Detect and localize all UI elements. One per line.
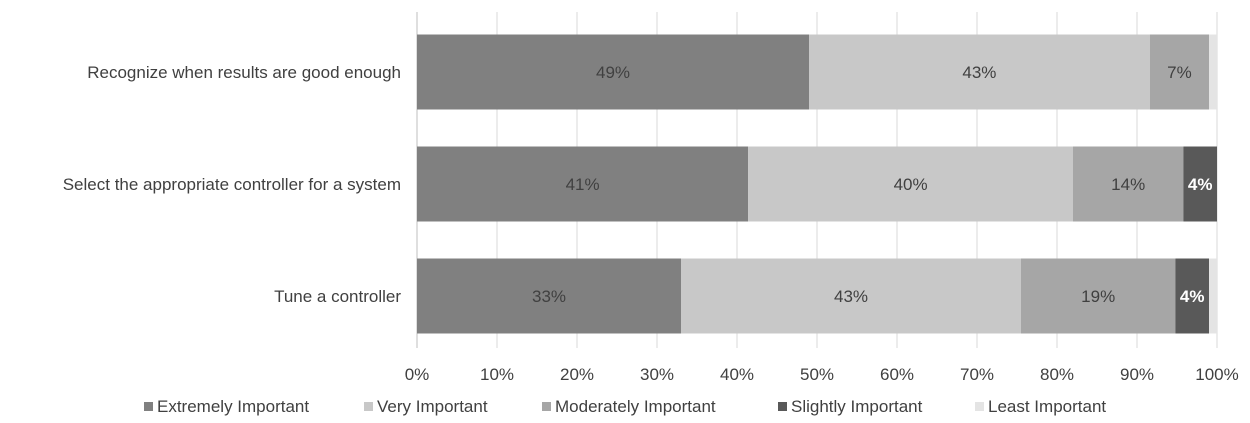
bar-segment	[1183, 146, 1217, 222]
bar-segment	[1149, 34, 1209, 110]
legend-swatch	[144, 402, 153, 411]
legend-swatch	[778, 402, 787, 411]
x-tick-label: 20%	[560, 365, 594, 384]
data-label: 14%	[1111, 175, 1145, 194]
legend: Extremely Important Very Important Moderat…	[144, 397, 1106, 416]
x-tick-label: 80%	[1040, 365, 1074, 384]
category-labels: Recognize when results are good enough Se…	[63, 63, 402, 306]
legend-label: Moderately Important	[555, 397, 716, 416]
data-label: 49%	[596, 63, 630, 82]
x-tick-label: 10%	[480, 365, 514, 384]
data-label: 4%	[1180, 287, 1205, 306]
x-tick-label: 90%	[1120, 365, 1154, 384]
data-label: 41%	[566, 175, 600, 194]
bar-segment	[417, 34, 809, 110]
bar-segment	[681, 258, 1021, 334]
x-tick-label: 60%	[880, 365, 914, 384]
legend-swatch	[975, 402, 984, 411]
bar-segment	[1209, 34, 1217, 110]
bar-segment	[1175, 258, 1209, 334]
x-tick-label: 40%	[720, 365, 754, 384]
bar-segment	[809, 34, 1150, 110]
x-tick-label: 0%	[405, 365, 430, 384]
legend-label: Least Important	[988, 397, 1106, 416]
x-axis-ticks: 0% 10% 20% 30% 40% 50% 60% 70% 80% 90% 100%	[405, 365, 1239, 384]
data-label: 7%	[1167, 63, 1192, 82]
legend-swatch	[542, 402, 551, 411]
bar-segment	[417, 146, 749, 222]
bar-segment	[1209, 258, 1217, 334]
data-label: 4%	[1188, 175, 1213, 194]
data-label: 43%	[834, 287, 868, 306]
data-label: 33%	[532, 287, 566, 306]
bar-segment	[1073, 146, 1184, 222]
legend-label: Extremely Important	[157, 397, 309, 416]
data-label: 43%	[962, 63, 996, 82]
x-tick-label: 70%	[960, 365, 994, 384]
x-tick-label: 30%	[640, 365, 674, 384]
legend-label: Very Important	[377, 397, 488, 416]
x-tick-label: 50%	[800, 365, 834, 384]
bar-segment	[748, 146, 1073, 222]
category-label: Select the appropriate controller for a …	[63, 175, 401, 194]
bars: 49% 43% 7% 41% 40% 14% 4% 33% 43% 19% 4%	[417, 34, 1217, 334]
legend-swatch	[364, 402, 373, 411]
data-label: 19%	[1081, 287, 1115, 306]
legend-label: Slightly Important	[791, 397, 923, 416]
category-label: Tune a controller	[274, 287, 401, 306]
x-tick-label: 100%	[1195, 365, 1238, 384]
bar-segment	[417, 258, 681, 334]
bar-segment	[1021, 258, 1176, 334]
category-label: Recognize when results are good enough	[87, 63, 401, 82]
data-label: 40%	[894, 175, 928, 194]
